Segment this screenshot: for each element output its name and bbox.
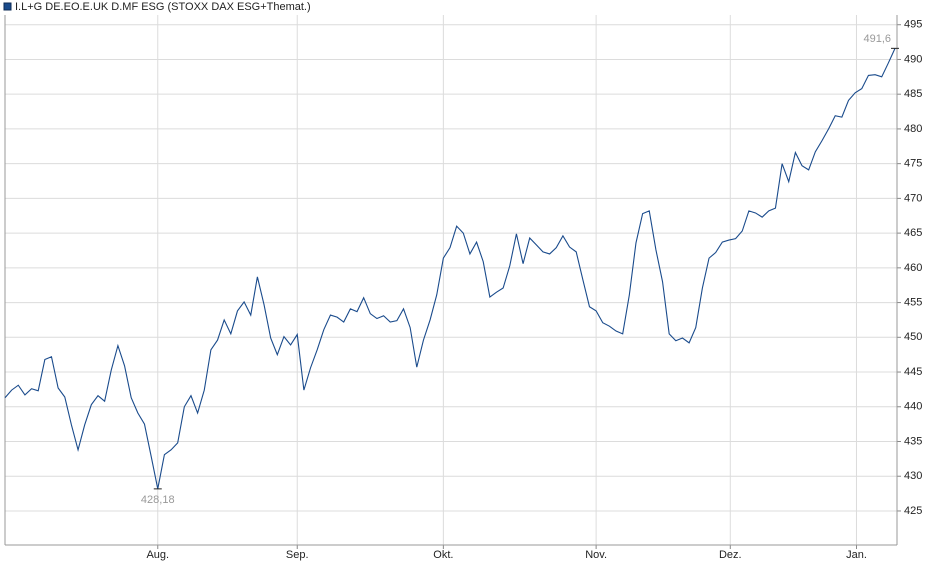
x-tick-label: Aug. (146, 549, 169, 561)
y-tick-label: 480 (904, 123, 922, 135)
x-tick-label: Sep. (286, 549, 309, 561)
y-tick-label: 445 (904, 366, 922, 378)
series-line (4, 48, 896, 489)
y-tick-label: 460 (904, 262, 922, 274)
x-tick-label: Nov. (585, 549, 607, 561)
legend-label: I.L+G DE.EO.E.UK D.MF ESG (STOXX DAX ESG… (15, 1, 311, 13)
y-tick-label: 430 (904, 470, 922, 482)
x-tick-label: Jan. (846, 549, 867, 561)
y-tick-label: 470 (904, 192, 922, 204)
y-tick-label: 440 (904, 401, 922, 413)
annotation-label: 428,18 (141, 494, 175, 506)
y-tick-label: 475 (904, 158, 922, 170)
y-tick-label: 450 (904, 331, 922, 343)
y-tick-label: 485 (904, 88, 922, 100)
y-tick-label: 455 (904, 296, 922, 308)
annotation-label: 491,6 (863, 33, 891, 45)
x-tick-label: Dez. (719, 549, 742, 561)
y-tick-label: 465 (904, 227, 922, 239)
legend-swatch (3, 2, 12, 11)
y-tick-label: 435 (904, 435, 922, 447)
x-tick-label: Okt. (433, 549, 453, 561)
y-tick-label: 425 (904, 505, 922, 517)
y-tick-label: 495 (904, 19, 922, 31)
y-tick-label: 490 (904, 53, 922, 65)
